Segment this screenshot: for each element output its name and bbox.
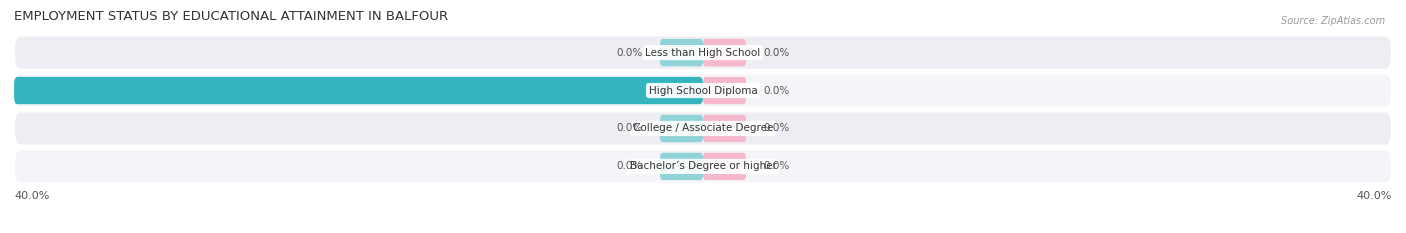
Text: 0.0%: 0.0% <box>763 86 790 96</box>
FancyBboxPatch shape <box>703 153 747 180</box>
FancyBboxPatch shape <box>14 149 1392 183</box>
FancyBboxPatch shape <box>14 36 1392 70</box>
FancyBboxPatch shape <box>14 111 1392 146</box>
Text: High School Diploma: High School Diploma <box>648 86 758 96</box>
Text: College / Associate Degree: College / Associate Degree <box>633 123 773 134</box>
Text: 0.0%: 0.0% <box>763 48 790 58</box>
FancyBboxPatch shape <box>703 39 747 66</box>
FancyBboxPatch shape <box>659 153 703 180</box>
Text: 0.0%: 0.0% <box>616 123 643 134</box>
FancyBboxPatch shape <box>14 73 1392 108</box>
Text: 0.0%: 0.0% <box>616 161 643 171</box>
Text: 40.0%: 40.0% <box>14 191 49 201</box>
FancyBboxPatch shape <box>659 39 703 66</box>
FancyBboxPatch shape <box>703 115 747 142</box>
FancyBboxPatch shape <box>703 77 747 104</box>
Text: 0.0%: 0.0% <box>616 48 643 58</box>
FancyBboxPatch shape <box>14 77 703 104</box>
Text: 0.0%: 0.0% <box>763 161 790 171</box>
Text: Source: ZipAtlas.com: Source: ZipAtlas.com <box>1281 16 1385 26</box>
FancyBboxPatch shape <box>659 115 703 142</box>
Text: Less than High School: Less than High School <box>645 48 761 58</box>
Text: 40.0%: 40.0% <box>1357 191 1392 201</box>
Text: 0.0%: 0.0% <box>763 123 790 134</box>
Text: EMPLOYMENT STATUS BY EDUCATIONAL ATTAINMENT IN BALFOUR: EMPLOYMENT STATUS BY EDUCATIONAL ATTAINM… <box>14 10 449 23</box>
Text: Bachelor’s Degree or higher: Bachelor’s Degree or higher <box>630 161 776 171</box>
